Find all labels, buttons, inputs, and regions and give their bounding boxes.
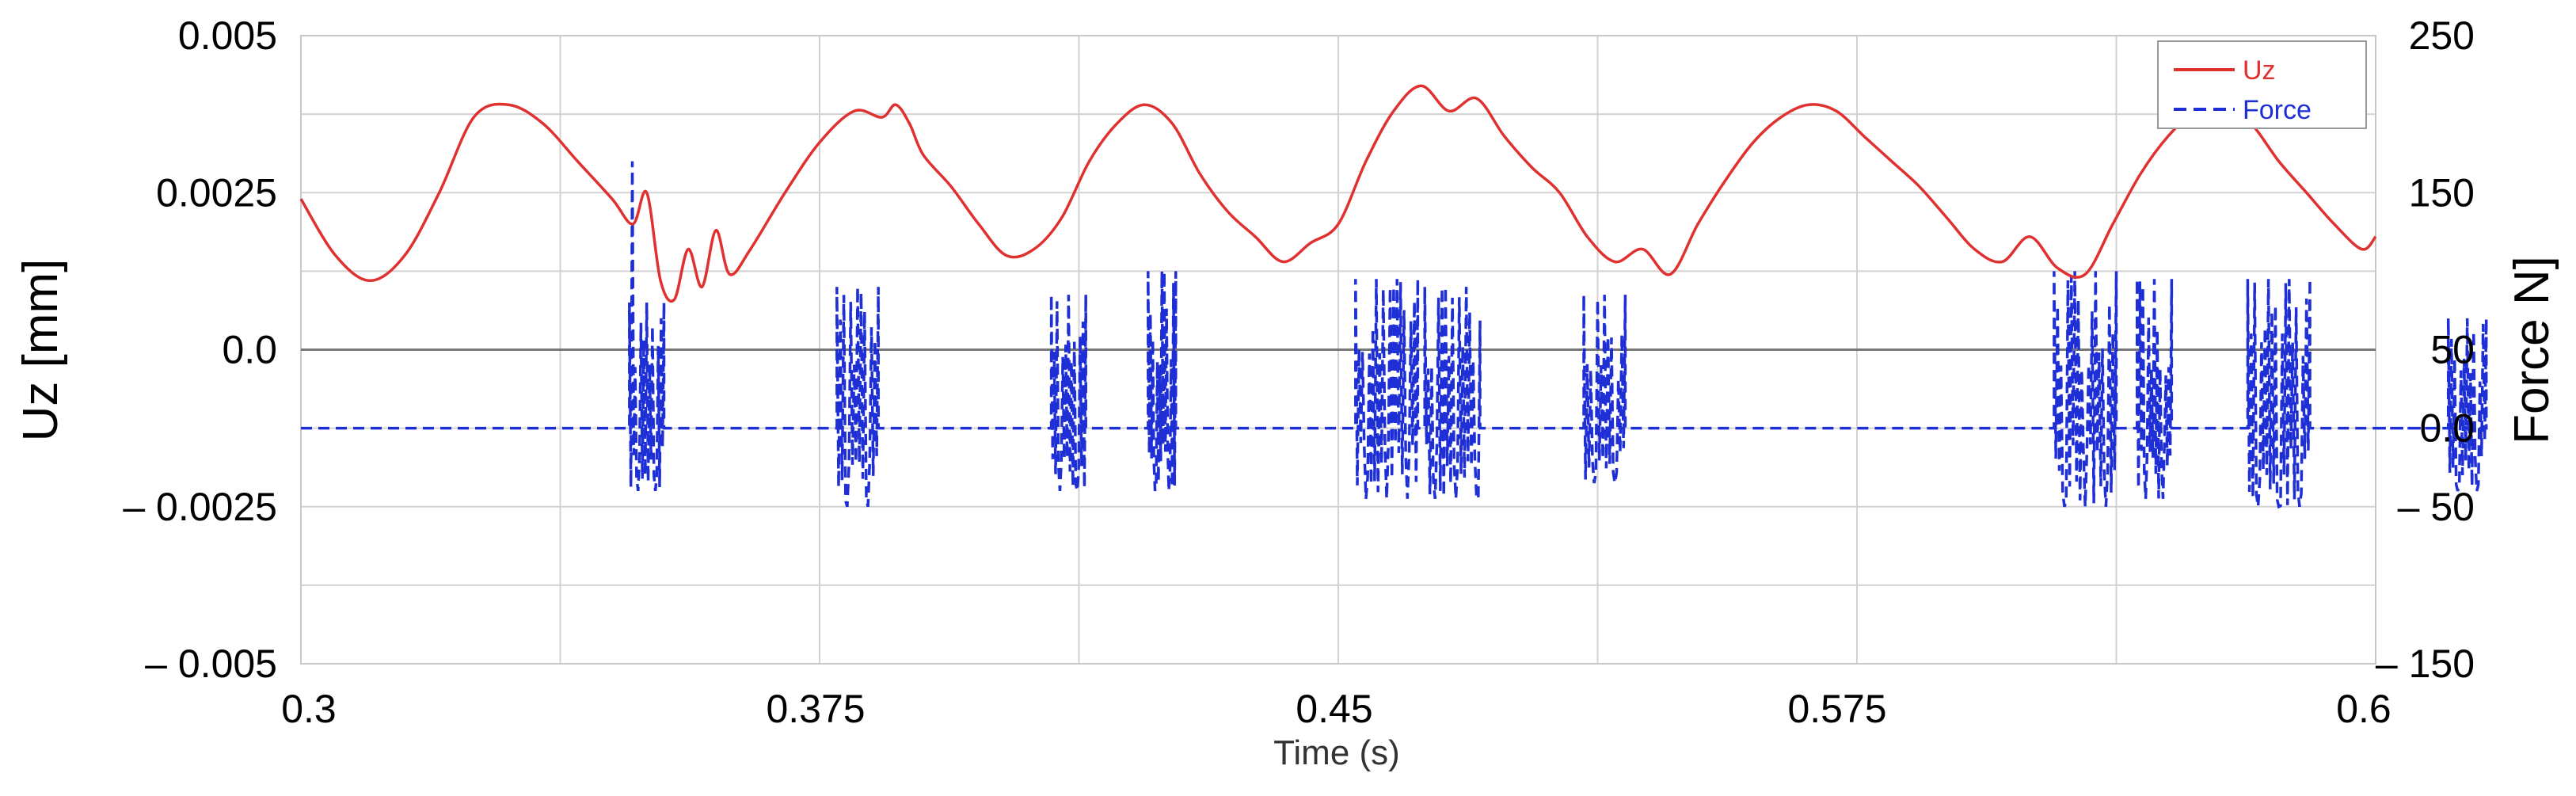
x-tick-label: 0.6: [2336, 687, 2391, 731]
uz-series-line: [299, 84, 2377, 303]
y-right-tick-label: 50: [2430, 328, 2475, 372]
y-right-tick-label: 150: [2409, 170, 2475, 215]
y-right-axis-title: Force N]: [2505, 256, 2559, 444]
force-series-line: [301, 161, 2488, 509]
y-left-axis-title: Uz [mm]: [13, 259, 68, 442]
y-left-tick-label: – 0.005: [145, 642, 277, 686]
x-tick-label: 0.575: [1787, 687, 1886, 731]
y-left-tick-label: 0.0025: [156, 170, 277, 215]
x-tick-labels: 0.3 0.375 0.45 0.575 0.6: [281, 687, 2391, 731]
x-tick-label: 0.45: [1296, 687, 1372, 731]
x-tick-label: 0.375: [766, 687, 865, 731]
y-right-tick-label: – 50: [2398, 485, 2475, 529]
y-right-tick-label: – 150: [2376, 642, 2475, 686]
y-right-tick-label: 250: [2409, 13, 2475, 58]
legend-label-force: Force: [2243, 95, 2312, 125]
legend-box: [2157, 40, 2367, 129]
x-tick-label: 0.3: [281, 687, 337, 731]
y-left-tick-label: – 0.0025: [123, 485, 277, 529]
y-right-tick-label: 0.0: [2419, 406, 2475, 451]
y-right-tick-labels: 250 150 50 0.0 – 50 – 150: [2376, 13, 2475, 686]
y-left-tick-label: 0.0: [222, 328, 277, 372]
y-left-tick-labels: 0.005 0.0025 0.0 – 0.0025 – 0.005: [123, 13, 277, 686]
y-left-tick-label: 0.005: [178, 13, 277, 58]
legend: Uz Force: [2157, 40, 2367, 129]
legend-label-uz: Uz: [2243, 55, 2276, 86]
series-layer: [299, 84, 2488, 509]
x-axis-title: Time (s): [1273, 733, 1400, 772]
